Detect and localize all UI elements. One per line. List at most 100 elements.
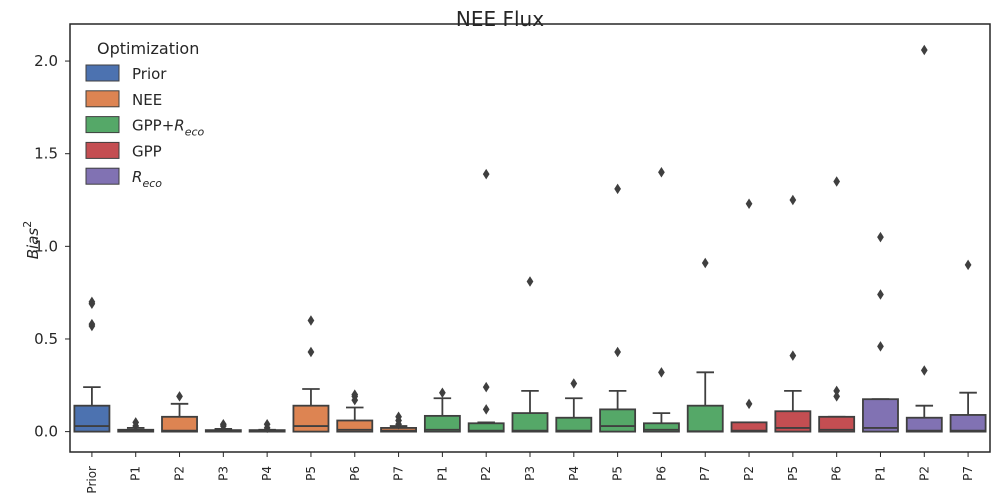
outlier-point bbox=[833, 385, 841, 397]
x-tick-label: P2 bbox=[742, 466, 756, 481]
outlier-point bbox=[964, 259, 972, 271]
y-tick-label: 1.0 bbox=[34, 237, 58, 255]
legend-swatch bbox=[85, 116, 120, 134]
x-tick-label: P2 bbox=[479, 466, 493, 481]
outlier-point bbox=[307, 315, 315, 326]
x-tick-label: P7 bbox=[698, 466, 712, 481]
box-body bbox=[862, 398, 899, 433]
outlier-point bbox=[176, 391, 183, 402]
x-tick-label: P6 bbox=[348, 466, 362, 481]
y-tick-label: 0.5 bbox=[34, 330, 58, 348]
box-body bbox=[555, 416, 593, 433]
outlier-point bbox=[132, 417, 140, 428]
x-tick-label: P2 bbox=[173, 466, 187, 481]
box-10 bbox=[467, 168, 505, 433]
box-body bbox=[292, 404, 330, 433]
x-tick-label: P3 bbox=[523, 466, 537, 481]
x-tick-label: P6 bbox=[830, 466, 844, 481]
box-body bbox=[905, 416, 943, 433]
outlier-point bbox=[789, 350, 797, 361]
legend-item-1: Prior bbox=[85, 64, 167, 83]
box-body bbox=[818, 415, 856, 433]
outlier-point bbox=[920, 365, 928, 376]
legend-label-text: GPP+ bbox=[132, 117, 174, 135]
box-16 bbox=[730, 198, 768, 433]
outlier-point bbox=[614, 346, 621, 358]
box-7 bbox=[336, 389, 374, 433]
box-body bbox=[161, 415, 198, 433]
outlier-point bbox=[658, 367, 665, 378]
legend-item-2: NEE bbox=[85, 90, 162, 109]
box-body bbox=[73, 404, 111, 433]
legend-title: Optimization bbox=[97, 39, 199, 58]
box-body bbox=[730, 421, 768, 433]
box-12 bbox=[555, 378, 593, 433]
outlier-point bbox=[88, 296, 96, 308]
svg-text:Bias2: Bias2 bbox=[21, 221, 42, 259]
outlier-point bbox=[614, 183, 621, 195]
plot-area bbox=[73, 44, 987, 434]
x-tick-label: P5 bbox=[786, 466, 800, 481]
outlier-point bbox=[482, 381, 490, 393]
legend-item-3: GPP+Reco bbox=[85, 116, 205, 139]
x-tick-label: P6 bbox=[654, 466, 668, 481]
outlier-point bbox=[307, 346, 315, 358]
legend-label-subscript: eco bbox=[142, 177, 162, 190]
outlier-point bbox=[877, 231, 884, 243]
x-tick-label: P5 bbox=[611, 466, 625, 481]
legend-label-subscript: eco bbox=[185, 126, 205, 139]
legend-swatch bbox=[85, 90, 120, 108]
x-tick-label: P1 bbox=[873, 466, 887, 481]
y-tick-label: 2.0 bbox=[34, 52, 58, 70]
legend-label-text: NEE bbox=[132, 91, 162, 109]
plot-frame bbox=[69, 23, 991, 453]
box-body bbox=[643, 422, 680, 433]
outlier-point bbox=[570, 378, 578, 389]
box-body bbox=[686, 404, 724, 433]
chart-title: NEE Flux bbox=[456, 7, 544, 31]
outlier-point bbox=[745, 398, 753, 410]
box-9 bbox=[423, 387, 461, 433]
x-tick-label: P2 bbox=[917, 466, 931, 481]
box-8 bbox=[380, 411, 417, 433]
box-19 bbox=[862, 231, 899, 433]
outlier-point bbox=[701, 257, 709, 269]
box-body bbox=[467, 422, 505, 433]
outlier-point bbox=[526, 276, 534, 287]
box-13 bbox=[599, 183, 637, 433]
y-axis-label-text: Bias bbox=[24, 228, 42, 260]
y-axis-label-superscript: 2 bbox=[21, 221, 34, 228]
box-11 bbox=[511, 276, 549, 433]
legend-label-text: Prior bbox=[132, 65, 167, 83]
outlier-point bbox=[833, 391, 841, 402]
y-axis-label: Bias2 bbox=[21, 221, 42, 259]
box-20 bbox=[905, 44, 943, 433]
outlier-point bbox=[789, 194, 797, 206]
outlier-point bbox=[439, 387, 446, 398]
box-17 bbox=[774, 194, 812, 433]
box-body bbox=[511, 412, 549, 433]
box-body bbox=[423, 414, 461, 433]
box-body bbox=[949, 414, 987, 433]
outlier-point bbox=[877, 341, 884, 352]
legend-swatch bbox=[85, 64, 120, 82]
legend-label: NEE bbox=[132, 91, 162, 109]
box-body bbox=[774, 410, 812, 433]
box-4 bbox=[204, 418, 242, 433]
legend-label-symbol: R bbox=[174, 117, 184, 135]
outlier-point bbox=[482, 404, 490, 415]
box-3 bbox=[161, 391, 198, 433]
x-tick-label: P5 bbox=[304, 466, 318, 481]
box-21 bbox=[949, 259, 987, 433]
x-tick-label: P7 bbox=[961, 466, 975, 481]
outlier-point bbox=[877, 289, 884, 300]
box-body bbox=[599, 408, 637, 433]
outlier-point bbox=[263, 418, 271, 430]
box-1 bbox=[73, 296, 111, 433]
y-tick-label: 0.0 bbox=[34, 423, 58, 441]
legend-item-5: Reco bbox=[85, 167, 162, 190]
outlier-point bbox=[219, 418, 227, 430]
box-6 bbox=[292, 315, 330, 433]
